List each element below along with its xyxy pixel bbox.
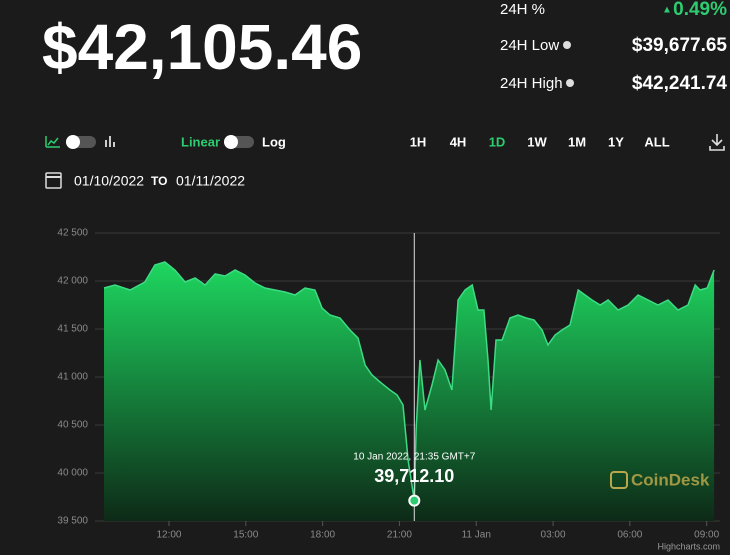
range-button[interactable]: 4H bbox=[450, 134, 467, 149]
y-tick-label: 42 500 bbox=[57, 228, 88, 239]
range-button[interactable]: 1H bbox=[410, 134, 427, 149]
area bbox=[104, 262, 715, 521]
price-line bbox=[103, 261, 715, 501]
watermark: CoinDesk bbox=[631, 470, 710, 489]
info-icon[interactable] bbox=[566, 79, 574, 87]
credits: Highcharts.com bbox=[657, 541, 720, 551]
scale-toggle[interactable] bbox=[224, 135, 254, 149]
y-tick-label: 40 000 bbox=[57, 468, 88, 479]
range-button[interactable]: 1D bbox=[489, 134, 506, 149]
y-tick-label: 41 500 bbox=[57, 324, 88, 335]
up-arrow: ▲ bbox=[662, 5, 672, 16]
x-tick-label: 15:00 bbox=[233, 530, 258, 541]
x-tick-label: 18:00 bbox=[310, 530, 335, 541]
x-tick-label: 09:00 bbox=[694, 530, 719, 541]
date-from[interactable]: 01/10/2022 bbox=[74, 173, 144, 189]
range-button[interactable]: 1W bbox=[527, 134, 547, 149]
y-tick-label: 39 500 bbox=[57, 516, 88, 527]
x-tick-label: 03:00 bbox=[541, 530, 566, 541]
linear-option[interactable]: Linear bbox=[181, 134, 220, 149]
change-label: 24H % bbox=[500, 1, 545, 18]
low: $39,677.65 bbox=[632, 35, 728, 56]
tooltip-label: 10 Jan 2022, 21:35 GMT+7 bbox=[353, 452, 475, 463]
calendar-icon[interactable] bbox=[45, 172, 62, 189]
chart-type-toggle[interactable] bbox=[45, 135, 115, 149]
high-label: 24H High bbox=[500, 75, 563, 92]
price: $42,105.46 bbox=[42, 11, 362, 83]
y-tick-label: 40 500 bbox=[57, 420, 88, 431]
watermark-logo bbox=[610, 471, 628, 489]
info-icon[interactable] bbox=[563, 41, 571, 49]
change: 0.49% bbox=[673, 0, 727, 20]
y-tick-label: 41 000 bbox=[57, 372, 88, 383]
range-button[interactable]: 1M bbox=[568, 134, 586, 149]
date-to[interactable]: 01/11/2022 bbox=[176, 173, 245, 189]
x-tick-label: 06:00 bbox=[617, 530, 642, 541]
range-button[interactable]: 1Y bbox=[608, 134, 624, 149]
range-button[interactable]: ALL bbox=[644, 134, 669, 149]
high: $42,241.74 bbox=[632, 73, 728, 94]
tooltip-value: 39,712.10 bbox=[374, 466, 454, 486]
x-tick-label: 21:00 bbox=[387, 530, 412, 541]
x-tick-label: 11 Jan bbox=[462, 530, 491, 541]
y-tick-label: 42 000 bbox=[57, 276, 88, 287]
tooltip-marker bbox=[408, 494, 421, 507]
download-icon[interactable] bbox=[709, 134, 725, 151]
x-tick-label: 12:00 bbox=[156, 530, 181, 541]
date-to-label: TO bbox=[151, 174, 167, 188]
low-label: 24H Low bbox=[500, 37, 559, 54]
log-option[interactable]: Log bbox=[262, 134, 286, 149]
